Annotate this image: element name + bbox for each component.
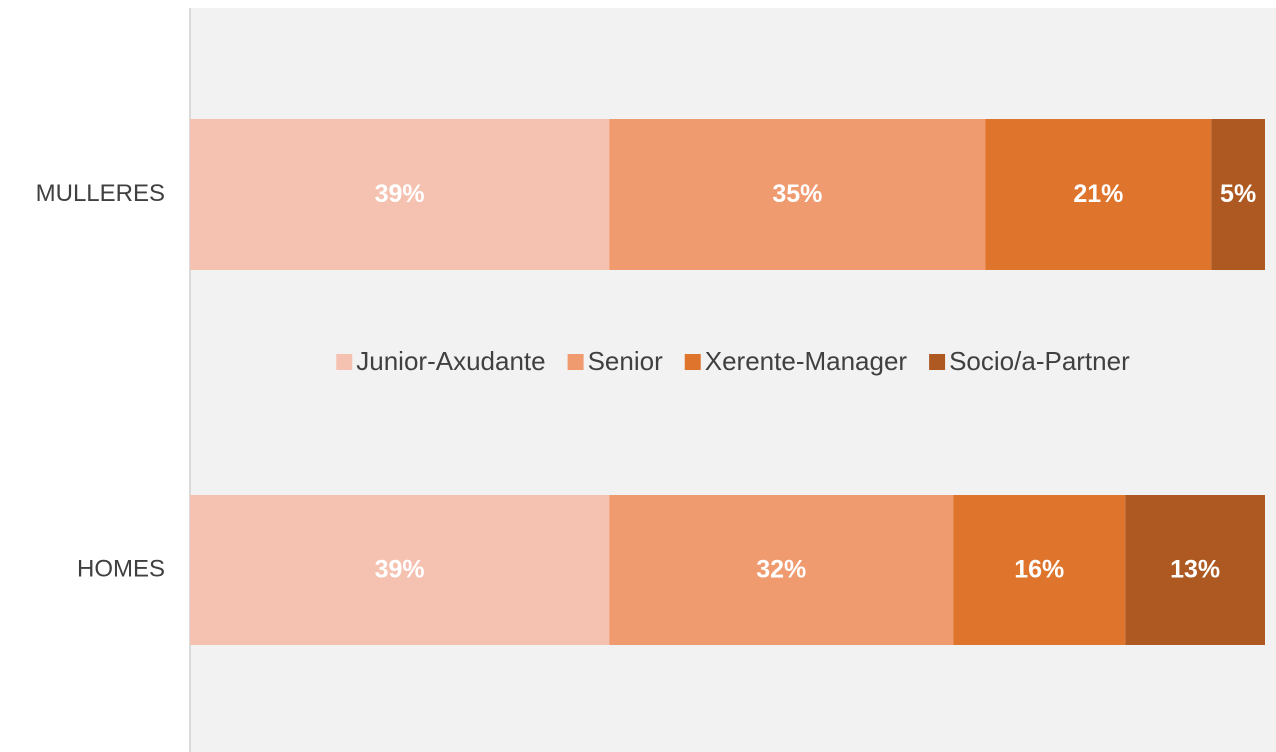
legend-label: Xerente-Manager — [705, 346, 908, 376]
data-label: 5% — [1220, 180, 1256, 208]
category-label: MULLERES — [36, 180, 165, 207]
data-label: 39% — [375, 556, 425, 584]
legend-swatch — [684, 354, 701, 370]
bar-segment — [609, 119, 986, 270]
bar-segment — [1211, 119, 1265, 270]
data-label: 21% — [1073, 180, 1123, 208]
bar-segment — [985, 119, 1212, 270]
legend-swatch — [567, 354, 584, 370]
data-label: 13% — [1170, 556, 1220, 584]
bar-segment — [190, 119, 610, 270]
data-label: 32% — [756, 556, 806, 584]
bar-segment — [1125, 495, 1265, 645]
legend-swatch — [929, 354, 946, 370]
bar-segment — [609, 495, 954, 645]
bar-segment — [190, 495, 610, 645]
data-label: 39% — [375, 180, 425, 208]
category-label: HOMES — [77, 555, 165, 582]
data-label: 35% — [772, 180, 822, 208]
legend-label: Junior-Axudante — [356, 346, 545, 376]
legend-label: Socio/a-Partner — [949, 346, 1130, 376]
bar-segment — [953, 495, 1126, 645]
legend-label: Senior — [588, 346, 663, 376]
legend-swatch — [336, 354, 353, 370]
data-label: 16% — [1014, 556, 1064, 584]
